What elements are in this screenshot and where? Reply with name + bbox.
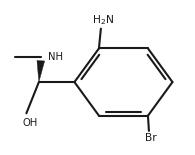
Polygon shape	[37, 61, 45, 82]
Text: H$_2$N: H$_2$N	[92, 14, 114, 27]
Text: NH: NH	[48, 52, 63, 62]
Text: Br: Br	[145, 133, 157, 143]
Text: OH: OH	[23, 118, 38, 128]
